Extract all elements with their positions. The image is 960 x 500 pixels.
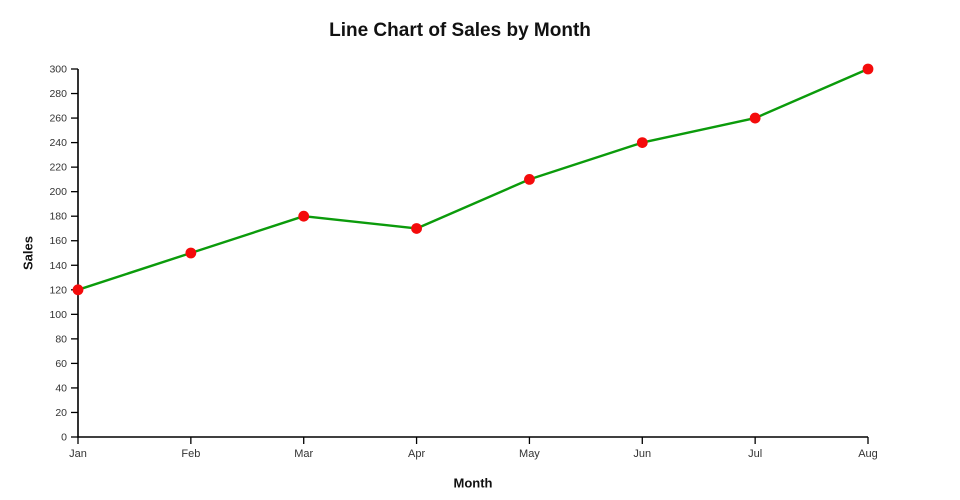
- y-tick-label: 80: [55, 333, 67, 345]
- y-tick-label: 280: [49, 88, 67, 100]
- x-tick-label: Apr: [408, 448, 425, 460]
- y-tick-label: 220: [49, 162, 67, 174]
- y-tick-label: 120: [49, 284, 67, 296]
- x-tick-label: Jan: [69, 448, 87, 460]
- x-tick-label: Mar: [294, 448, 313, 460]
- y-tick-label: 160: [49, 235, 67, 247]
- y-tick-label: 260: [49, 113, 67, 125]
- y-tick-label: 60: [55, 358, 67, 370]
- y-tick-label: 40: [55, 382, 67, 394]
- axis-spines: [77, 69, 868, 438]
- chart-title: Line Chart of Sales by Month: [329, 20, 591, 41]
- data-point-mar: [298, 210, 310, 222]
- data-point-aug: [862, 63, 874, 75]
- y-tick-label: 240: [49, 137, 67, 149]
- y-tick-label: 180: [49, 211, 67, 223]
- data-point-apr: [411, 223, 422, 234]
- data-point-jul: [749, 112, 761, 124]
- y-tick-label: 0: [61, 432, 67, 444]
- data-point-feb: [185, 247, 197, 259]
- y-tick-label: 100: [49, 309, 67, 321]
- x-axis-label: Month: [453, 475, 493, 491]
- data-point-jan: [72, 284, 84, 296]
- x-tick-label: May: [519, 448, 540, 460]
- y-tick-label: 200: [49, 186, 67, 198]
- sales-line: [77, 67, 869, 291]
- x-tick-label: Jun: [633, 448, 651, 460]
- y-tick-label: 140: [49, 260, 67, 272]
- data-point-jun: [636, 137, 648, 149]
- x-tick-label: Aug: [858, 448, 878, 460]
- x-tick-label: Jul: [748, 448, 762, 460]
- y-tick-label: 300: [49, 64, 67, 76]
- y-tick-label: 20: [55, 407, 67, 419]
- data-point-may: [524, 174, 535, 185]
- x-tick-label: Feb: [181, 448, 200, 460]
